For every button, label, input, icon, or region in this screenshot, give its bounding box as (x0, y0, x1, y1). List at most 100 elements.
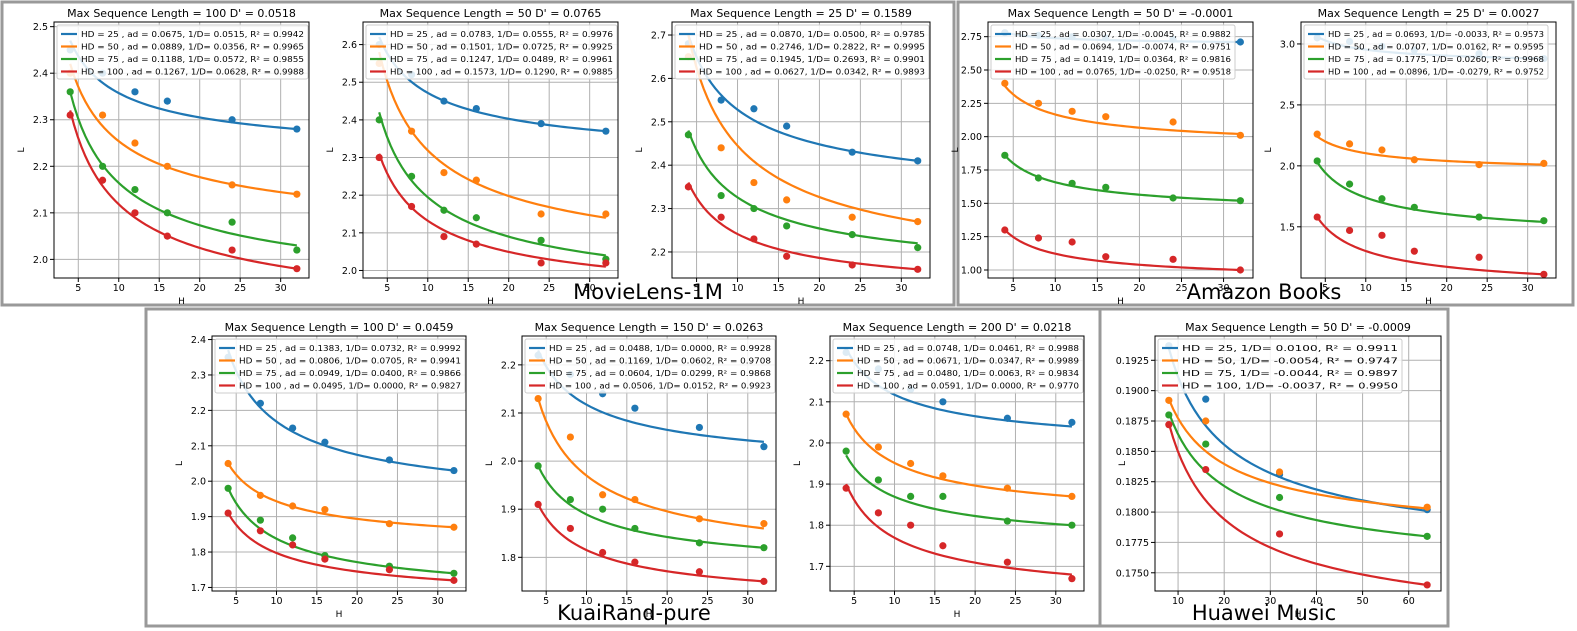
chart-7: 5 10 15 20 25 30 1.7 1.8 1.9 2.0 2.1 2.2 H L Max Seque… (793, 321, 1085, 620)
x-tick-label: 20 (1133, 283, 1145, 294)
legend-entry: HD = 75 , ad = 0.1188, 1/D= 0.0572, R² =… (81, 55, 304, 64)
data-point (224, 459, 232, 468)
x-axis-label: H (336, 610, 343, 620)
x-axis-label: H (1117, 297, 1124, 307)
legend-entry: HD = 100 , ad = 0.1267, 1/D= 0.0628, R² … (81, 68, 304, 77)
x-tick-label: 5 (75, 283, 81, 294)
data-point (224, 509, 232, 517)
y-tick-label: 2.3 (33, 115, 48, 126)
fit-line-hd50 (537, 398, 765, 530)
chart-3: 5 10 15 20 25 30 1.00 1.25 1.50 1.75 2.00 2.25 2.50 2… (951, 7, 1254, 307)
y-tick-label: 2.0 (501, 457, 516, 468)
x-axis-label: H (487, 297, 494, 307)
group-label-amazon-books: Amazon Books (1187, 280, 1342, 304)
y-tick-label: 1.75 (961, 166, 982, 177)
x-tick-label: 30 (584, 283, 596, 294)
legend-entry: HD = 100 , ad = 0.0506, 1/D= 0.0152, R² … (549, 382, 771, 391)
x-tick-label: 25 (234, 283, 246, 294)
data-point (534, 394, 542, 403)
legend-entry: HD = 75 , ad = 0.1247, 1/D= 0.0489, R² =… (390, 55, 613, 64)
data-point (783, 122, 791, 130)
data-point (1003, 414, 1011, 422)
data-point (599, 491, 607, 499)
x-tick-label: 5 (233, 596, 239, 607)
data-point (534, 500, 542, 508)
y-tick-label: 2.4 (33, 69, 48, 80)
y-tick-label: 1.7 (191, 583, 206, 594)
x-tick-label: 15 (153, 283, 165, 294)
data-point (293, 246, 301, 254)
legend-entry: HD = 50 , ad = 0.2746, 1/D= 0.2822, R² =… (699, 43, 925, 52)
legend-box (214, 338, 466, 394)
data-point (1423, 581, 1431, 589)
fit-line-hd100 (845, 483, 1072, 576)
data-point (321, 438, 329, 446)
legend-entry: HD = 50 , ad = 0.1501, 1/D= 0.0725, R² =… (390, 43, 613, 52)
y-tick-label: 2.1 (191, 441, 206, 452)
data-point (256, 516, 264, 524)
fit-line-hd75 (1316, 161, 1544, 224)
data-point (163, 97, 171, 105)
x-tick-label: 20 (661, 596, 673, 607)
data-point (98, 176, 107, 184)
x-tick-label: 20 (194, 283, 206, 294)
legend-box (524, 338, 776, 394)
legend-entry: HD = 100 , ad = 0.0627, 1/D= 0.0342, R² … (699, 68, 925, 77)
data-point (1169, 255, 1177, 263)
data-point (1034, 234, 1043, 242)
data-point (695, 568, 703, 576)
data-point (907, 492, 915, 501)
y-tick-label: 2.5 (1280, 100, 1295, 111)
data-point (1001, 151, 1009, 159)
data-point (537, 210, 545, 218)
data-point (1202, 417, 1210, 425)
data-point (874, 443, 882, 451)
y-axis-label: L (635, 147, 645, 152)
chart-title: Max Sequence Length = 50 D' = -0.0001 (1008, 7, 1234, 20)
data-point (1236, 131, 1244, 139)
data-point (289, 502, 297, 510)
data-point (1068, 179, 1076, 187)
data-point (163, 162, 171, 170)
data-point (939, 542, 947, 550)
data-point (842, 447, 850, 455)
data-point (631, 524, 639, 533)
data-point (566, 433, 574, 441)
fit-line-hd75 (845, 454, 1072, 527)
data-point (1003, 517, 1011, 525)
chart-8: 10 20 30 40 50 60 0.1750 0.1775 0.1800 0.1825 0.18… (1116, 321, 1442, 620)
x-tick-label: 30 (742, 596, 754, 607)
fit-line-hd100 (1004, 229, 1241, 272)
x-tick-label: 5 (1010, 283, 1016, 294)
data-point (695, 515, 703, 523)
data-point (407, 202, 416, 211)
fit-line-hd50 (227, 462, 454, 529)
x-tick-label: 20 (1441, 283, 1453, 294)
x-axis-label: H (954, 610, 961, 620)
data-point (1068, 418, 1076, 426)
y-tick-label: 2.0 (33, 255, 48, 266)
legend-entry: HD = 100 , ad = 0.0591, 1/D= 0.0000, R² … (857, 382, 1079, 391)
y-tick-label: 2.4 (191, 335, 206, 346)
y-axis-label: L (175, 461, 185, 466)
data-point (450, 569, 458, 577)
y-axis-label: L (485, 461, 495, 466)
data-point (534, 462, 542, 470)
series-layer (1165, 342, 1431, 589)
data-point (874, 509, 882, 517)
data-point (1410, 203, 1418, 211)
x-tick-label: 5 (1322, 283, 1328, 294)
data-point (631, 558, 639, 566)
data-point (537, 120, 545, 128)
data-point (750, 235, 758, 243)
data-point (256, 491, 264, 499)
data-point (1540, 270, 1548, 278)
legend-entry: HD = 25 , ad = 0.0870, 1/D= 0.0500, R² =… (699, 30, 925, 39)
data-point (750, 204, 758, 213)
fit-line-hd75 (69, 91, 298, 247)
data-point (760, 520, 768, 528)
data-point (1102, 253, 1110, 261)
chart-0: 5 10 15 20 25 30 2.0 2.1 2.2 2.3 2.4 2.5 H L Max Seque… (17, 7, 310, 307)
y-tick-label: 1.8 (191, 548, 206, 559)
legend-entry: HD = 75 , ad = 0.0480, 1/D= 0.0063, R² =… (857, 369, 1079, 378)
